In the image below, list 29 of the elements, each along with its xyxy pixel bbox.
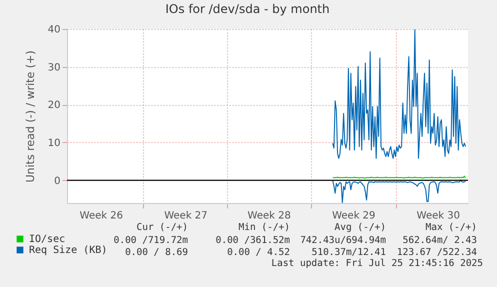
text: Min (-/+) [238, 222, 290, 233]
text: 562.64m/ 2.43 [402, 235, 477, 246]
y-tick-label: 20 [48, 100, 60, 112]
x-tick-label: Week 29 [332, 210, 376, 222]
chart-title: IOs for /dev/sda - by month [165, 2, 330, 16]
y-tick-label: 30 [48, 62, 60, 74]
text: Last update: Fri Jul 25 21:45:16 2025 [271, 258, 483, 269]
text: Cur (-/+) [136, 222, 188, 233]
text: Max (-/+) [426, 222, 477, 233]
y-tick-label: 10 [48, 138, 60, 149]
text: 0.00 / 8.69 [125, 247, 188, 258]
line-series [332, 179, 466, 203]
text: Avg (-/+) [334, 222, 386, 233]
x-tick-label: Week 30 [416, 210, 460, 222]
legend-label: IO/sec [29, 234, 66, 245]
x-tick-label: Week 27 [164, 210, 208, 222]
x-tick-label: Week 26 [80, 210, 123, 222]
x-tick-label: Week 28 [248, 210, 291, 222]
legend-label: Req Size (KB) [29, 245, 108, 256]
line-series [332, 29, 466, 159]
text: 0.00 /361.52m [216, 235, 290, 246]
text: 123.67 /522.34 [396, 247, 478, 258]
text: 0.00 / 4.52 [227, 247, 290, 258]
text: 742.43u/694.94m [300, 235, 386, 246]
y-tick-label: 40 [48, 24, 60, 36]
y-tick-label: 0 [54, 176, 60, 187]
text: 0.00 /719.72m [114, 235, 188, 246]
text: 510.37m/12.41 [312, 247, 386, 258]
y-axis-title: Units read (-) / write (+) [24, 50, 37, 183]
